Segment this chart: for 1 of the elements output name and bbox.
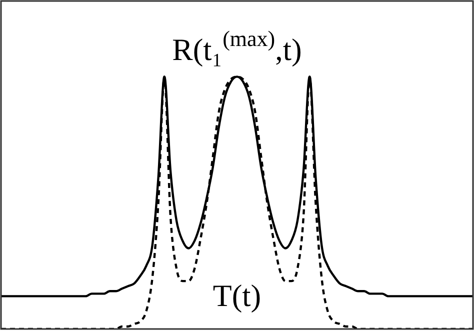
annotation: T(t) xyxy=(212,278,262,314)
